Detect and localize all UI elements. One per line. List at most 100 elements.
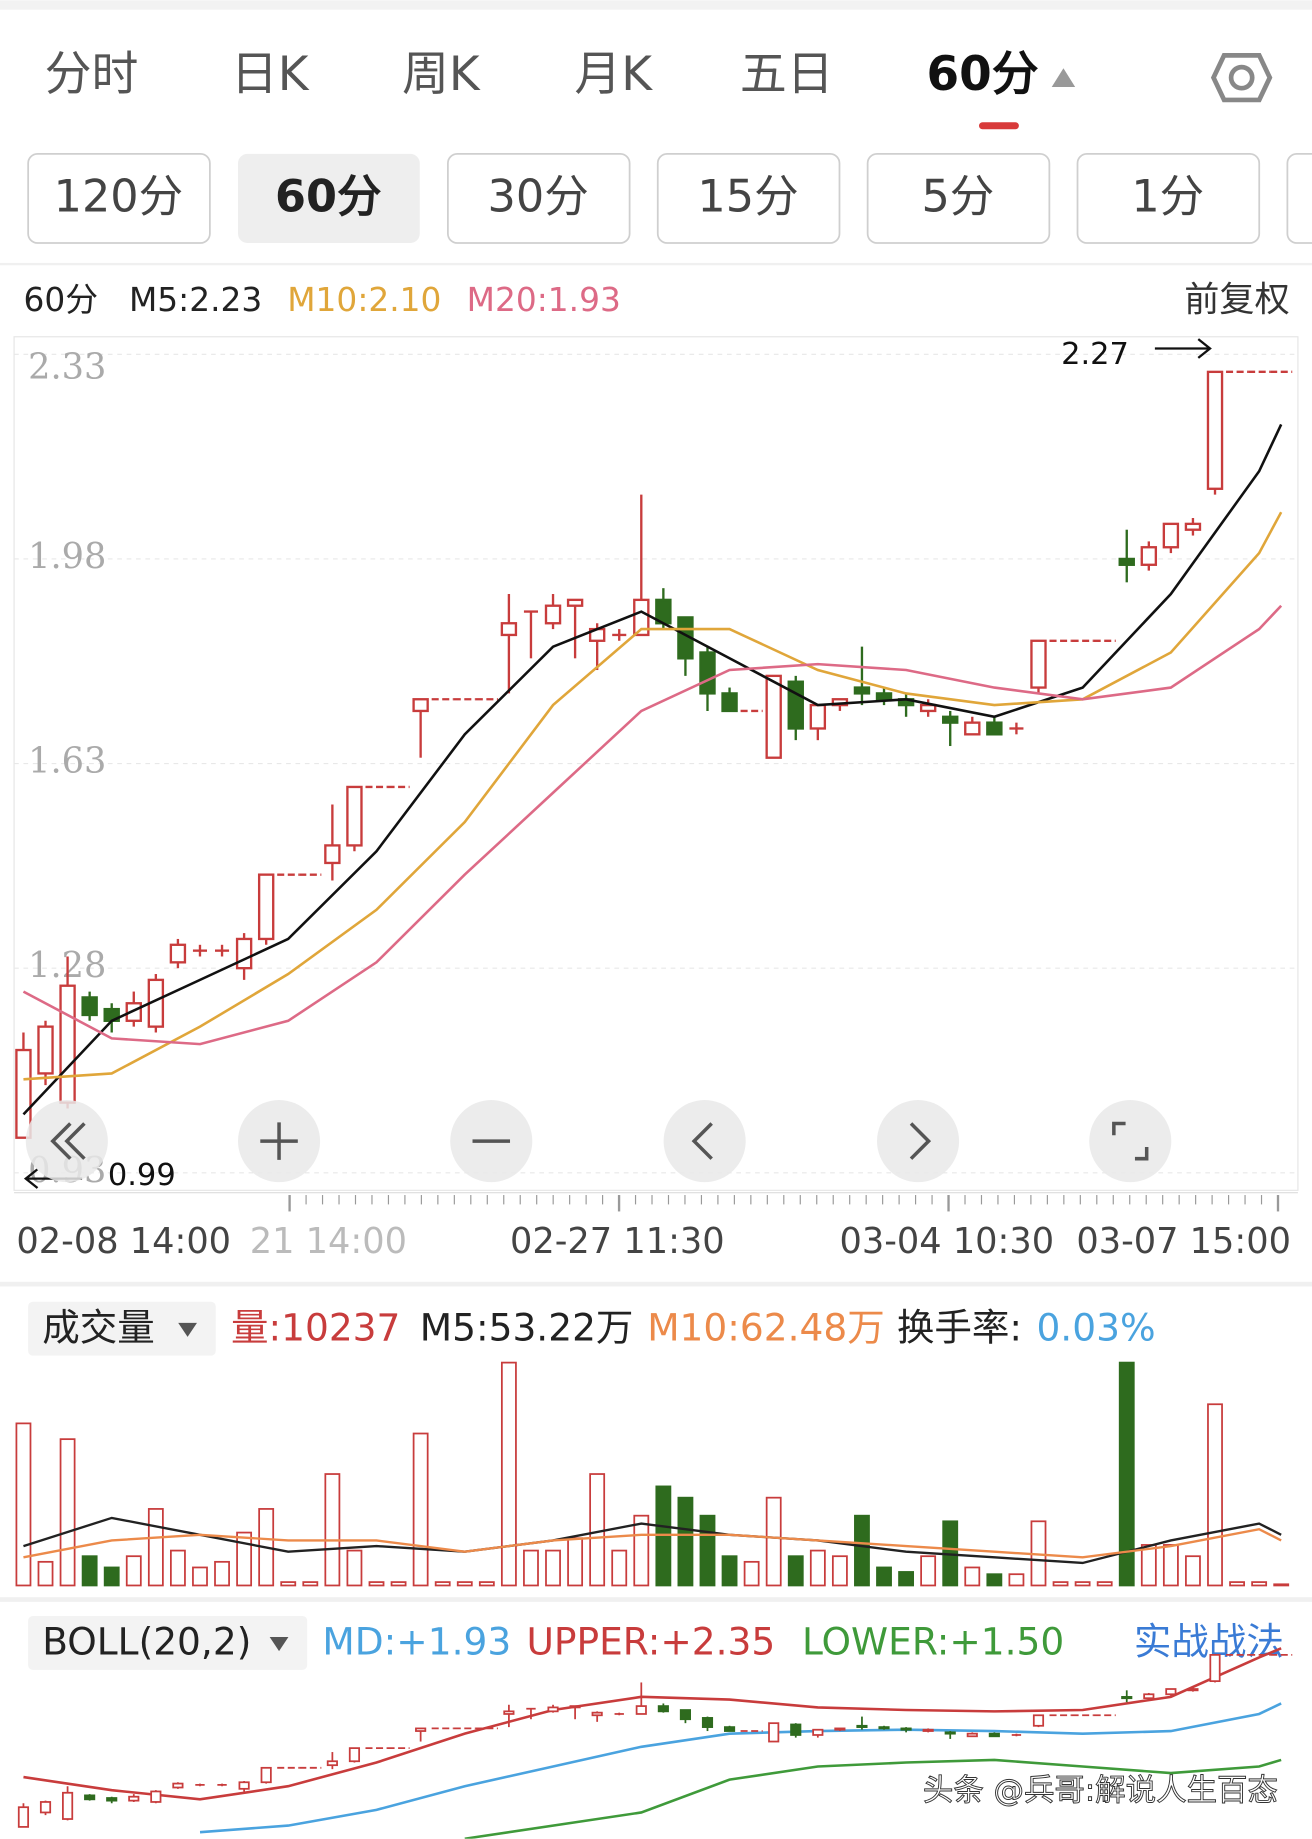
- volume-bar: [743, 1560, 760, 1587]
- volume-bar: [169, 1549, 186, 1587]
- tab[interactable]: 周K: [402, 47, 481, 102]
- volume-bar: [1052, 1581, 1069, 1587]
- scroll-left-button[interactable]: [25, 1100, 108, 1183]
- dropdown-arrow: [178, 1322, 197, 1337]
- candle-body: [1187, 1688, 1199, 1692]
- candle-body: [699, 651, 716, 695]
- candle-body: [878, 1726, 890, 1730]
- volume-bar: [765, 1496, 782, 1587]
- sub-tab[interactable]: 30分: [488, 171, 589, 223]
- candle-body: [768, 1722, 780, 1743]
- x-tick-label: 02-08 14:00: [16, 1221, 231, 1262]
- volume-bar: [545, 1549, 561, 1587]
- volume-bar: [1273, 1583, 1290, 1587]
- next-button[interactable]: [877, 1100, 960, 1183]
- annotation-low: 0.99: [23, 1158, 176, 1193]
- tab[interactable]: 日K: [231, 47, 310, 102]
- sub-tab-box[interactable]: [27, 152, 211, 244]
- candle-body: [1121, 1696, 1133, 1700]
- candle-body: [812, 1728, 824, 1736]
- zoom-out-button[interactable]: [450, 1100, 533, 1183]
- candle-body: [1162, 522, 1180, 549]
- tab[interactable]: 五日: [740, 47, 834, 102]
- candle-body: [566, 598, 584, 607]
- sub-tab[interactable]: 1分: [1131, 171, 1204, 223]
- legend-ma5: M5:2.23: [129, 281, 262, 319]
- candle-body: [809, 703, 827, 730]
- volume-bar: [787, 1555, 804, 1587]
- tab[interactable]: 月K: [574, 47, 653, 102]
- candle-body: [765, 674, 782, 759]
- sub-tab-box[interactable]: [1076, 152, 1261, 244]
- volume-bar: [1207, 1403, 1223, 1587]
- indicator-select[interactable]: [28, 1615, 308, 1670]
- sub-tab[interactable]: 120分: [54, 171, 184, 223]
- volume-bar: [456, 1581, 473, 1587]
- volume-bar: [809, 1549, 826, 1587]
- sub-tab[interactable]: 60分: [275, 171, 382, 223]
- sub-tab-box[interactable]: [238, 153, 420, 243]
- line: [23, 511, 1283, 1081]
- volume-bar: [81, 1555, 98, 1587]
- volume-legend: 量:10237: [231, 1305, 400, 1349]
- volume-bar: [964, 1566, 981, 1587]
- line: [23, 1527, 1282, 1559]
- sub-tab-box[interactable]: [1286, 152, 1312, 244]
- legend-period: 60分: [23, 281, 98, 319]
- tab[interactable]: 分时: [45, 47, 139, 102]
- volume-bar: [589, 1473, 606, 1587]
- sub-tab[interactable]: 15分: [697, 171, 798, 223]
- volume-bar: [368, 1581, 385, 1587]
- fullscreen-button[interactable]: [1089, 1100, 1172, 1183]
- settings-icon[interactable]: [1210, 53, 1273, 103]
- candle-body: [942, 715, 959, 724]
- candle-body: [919, 703, 937, 713]
- candle-body: [1165, 1688, 1177, 1696]
- dropdown-arrow: [269, 1637, 289, 1652]
- sub-tab-box[interactable]: [447, 152, 631, 244]
- y-tick-label: 2.33: [28, 347, 106, 388]
- volume-bar: [854, 1514, 870, 1587]
- volume-bar: [390, 1581, 407, 1587]
- candle-body: [326, 1760, 338, 1767]
- sub-tab-box[interactable]: [656, 152, 841, 244]
- y-tick-label: 1.63: [28, 741, 106, 782]
- volume-bar: [876, 1566, 892, 1587]
- candle-body: [966, 1732, 978, 1738]
- adjust-mode[interactable]: 前复权: [1184, 280, 1289, 321]
- legend-ma20: M20:1.93: [467, 281, 621, 319]
- volume-bar: [214, 1560, 230, 1587]
- zoom-in-button[interactable]: [238, 1100, 321, 1183]
- volume-m5: M5:53.22万: [420, 1305, 634, 1349]
- candle-body: [986, 721, 1003, 736]
- line: [23, 1647, 1282, 1801]
- tab[interactable]: 60分: [926, 47, 1038, 102]
- annotation-high: 2.27: [1061, 337, 1212, 372]
- status-strip: [0, 0, 1312, 10]
- candle-body: [150, 1790, 162, 1803]
- volume-bar: [59, 1438, 76, 1587]
- candle-body: [657, 1705, 669, 1713]
- sub-tab[interactable]: 5分: [921, 171, 994, 223]
- candle-body: [1206, 370, 1224, 490]
- candle-body: [701, 1717, 714, 1728]
- volume-bar: [898, 1571, 915, 1587]
- volume-bar: [1185, 1555, 1201, 1587]
- candle-body: [128, 1795, 140, 1802]
- candle-body: [547, 1706, 559, 1713]
- volume-bar: [1229, 1581, 1245, 1587]
- volume-bar: [280, 1581, 297, 1587]
- sub-tab-box[interactable]: [866, 152, 1051, 244]
- divider: [0, 1281, 1312, 1287]
- volume-chart: [15, 1361, 1290, 1587]
- candle-body: [1184, 522, 1202, 531]
- legend-ma10: M10:2.10: [287, 281, 441, 319]
- candle-body: [172, 1782, 184, 1789]
- candle-body: [633, 598, 650, 637]
- volume-bar: [920, 1555, 937, 1587]
- indicator-select[interactable]: [28, 1301, 216, 1356]
- x-tick-label: 21 14:00: [250, 1221, 407, 1262]
- prev-button[interactable]: [663, 1100, 746, 1183]
- volume-bar: [567, 1537, 584, 1587]
- candle-body: [944, 1731, 956, 1735]
